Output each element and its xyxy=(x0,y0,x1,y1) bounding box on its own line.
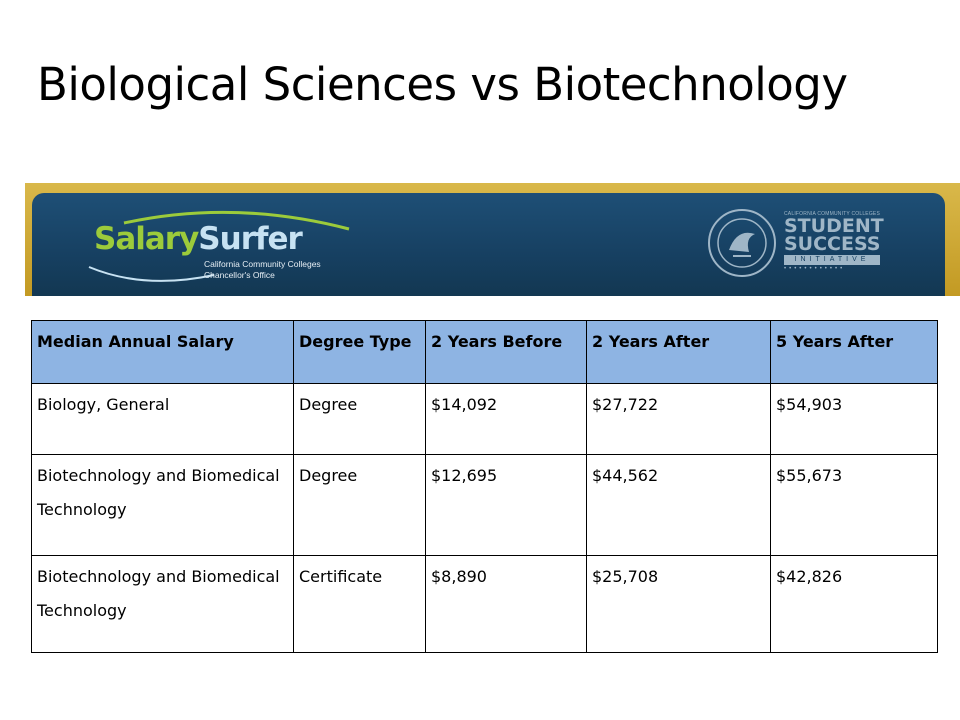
table-row: Biology, General Degree $14,092 $27,722 … xyxy=(31,383,938,455)
cell-program: Biology, General xyxy=(31,383,294,455)
cell-2-years-before: $8,890 xyxy=(425,555,587,653)
cell-2-years-before: $14,092 xyxy=(425,383,587,455)
logo-subtitle-1: California Community Colleges xyxy=(204,259,321,269)
logo-subtitle-2: Chancellor's Office xyxy=(204,270,275,280)
cell-degree-type: Degree xyxy=(293,454,426,556)
cell-degree-type: Certificate xyxy=(293,555,426,653)
logo-swoosh-icon xyxy=(88,210,350,282)
ssi-dots: •••••••••••• xyxy=(784,266,846,272)
header-degree-type: Degree Type xyxy=(293,320,426,384)
logo-wordmark: SalarySurfer xyxy=(94,221,303,257)
salary-surfer-banner: SalarySurfer California Community Colleg… xyxy=(25,183,960,296)
cell-degree-type: Degree xyxy=(293,383,426,455)
cell-5-years-after: $42,826 xyxy=(770,555,938,653)
slide-title: Biological Sciences vs Biotechnology xyxy=(37,58,848,111)
ssi-success: SUCCESS xyxy=(784,233,881,255)
cell-2-years-after: $25,708 xyxy=(586,555,771,653)
ssi-top-text: CALIFORNIA COMMUNITY COLLEGES xyxy=(784,211,881,217)
table-row: Biotechnology and Biomedical Technology … xyxy=(31,555,938,653)
table-header-row: Median Annual Salary Degree Type 2 Years… xyxy=(31,320,938,384)
student-success-initiative-logo: CALIFORNIA COMMUNITY COLLEGES STUDENT SU… xyxy=(784,211,884,273)
header-median-annual-salary: Median Annual Salary xyxy=(31,320,294,384)
header-2-years-after: 2 Years After xyxy=(586,320,771,384)
ssi-student: STUDENT xyxy=(784,215,884,237)
ssi-initiative: INITIATIVE xyxy=(784,255,880,265)
cell-program: Biotechnology and Biomedical Technology xyxy=(31,454,294,556)
cell-5-years-after: $54,903 xyxy=(770,383,938,455)
salary-surfer-logo: SalarySurfer California Community Colleg… xyxy=(84,205,364,285)
header-2-years-before: 2 Years Before xyxy=(425,320,587,384)
cell-2-years-before: $12,695 xyxy=(425,454,587,556)
table-row: Biotechnology and Biomedical Technology … xyxy=(31,454,938,556)
cell-program: Biotechnology and Biomedical Technology xyxy=(31,555,294,653)
cell-5-years-after: $55,673 xyxy=(770,454,938,556)
cell-2-years-after: $27,722 xyxy=(586,383,771,455)
cell-2-years-after: $44,562 xyxy=(586,454,771,556)
salary-table: Median Annual Salary Degree Type 2 Years… xyxy=(31,320,938,653)
logo-salary-text: Salary xyxy=(94,221,199,257)
header-5-years-after: 5 Years After xyxy=(770,320,938,384)
logo-surfer-text: Surfer xyxy=(198,221,302,257)
college-seal-icon xyxy=(708,209,776,277)
banner-panel: SalarySurfer California Community Colleg… xyxy=(32,193,945,296)
